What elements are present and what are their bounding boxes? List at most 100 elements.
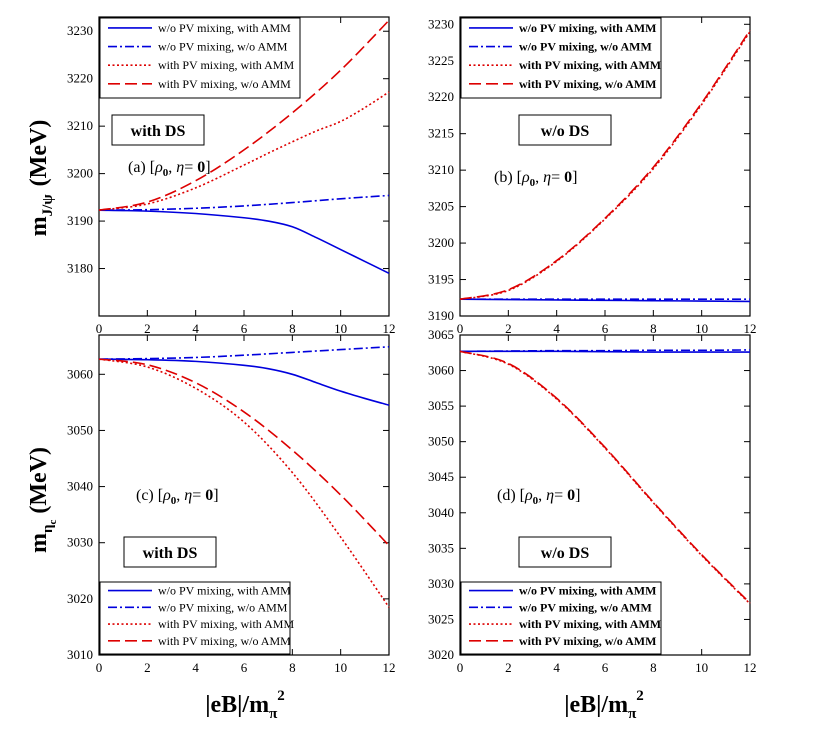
x-tick-label: 0 [96,660,103,675]
condition-box [518,114,612,146]
legend-box [460,581,662,655]
x-tick-label: 2 [505,321,512,336]
y-tick-label: 3220 [428,89,454,104]
y-tick-label: 3050 [428,434,454,449]
condition-label: w/o DS [541,545,590,562]
x-tick-label: 8 [650,660,657,675]
y-tick-label: 3020 [428,647,454,662]
panel-d: 0 2 4 6 8 10 12 3020 3025 3030 3035 3040 3045 3050 305… [428,327,757,675]
legend-box [99,581,291,655]
series-line-1 [459,298,751,303]
x-tick-label: 2 [144,321,151,336]
condition-box [123,536,217,568]
legend-entry: w/o PV mixing, with AMM [158,584,291,598]
x-tick-label: 0 [457,321,464,336]
x-tick-label: 12 [383,660,396,675]
x-tick-label: 12 [383,321,396,336]
series-line-4 [98,358,390,547]
y-tick-label: 3225 [428,53,454,68]
series-line-3 [98,358,390,608]
x-tick-label: 10 [695,660,708,675]
panel-annotation: (b) [ρ0, η= 0] [494,169,577,189]
panel-c: 0 2 4 6 8 10 12 3010 3020 3030 3040 3050 3060 w/o PV … [67,334,396,675]
series-line-1 [460,350,750,353]
ylabel-bottom: mηc(MeV) [26,447,59,553]
y-tick-label: 3025 [428,611,454,626]
x-tick-label: 6 [241,321,248,336]
y-tick-label: 3230 [428,16,454,31]
legend-entry: with PV mixing, w/o AMM [158,634,291,648]
y-tick-label: 3045 [428,469,454,484]
series-line-2 [459,349,751,353]
x-tick-label: 10 [695,321,708,336]
y-tick-label: 3040 [67,479,93,494]
y-tick-label: 3190 [428,308,454,323]
legend-entry: w/o PV mixing, w/o AMM [158,40,288,54]
x-tick-label: 10 [334,660,347,675]
legend-entry: w/o PV mixing, with AMM [519,584,656,598]
y-tick-label: 3220 [67,71,93,86]
y-tick-label: 3060 [428,363,454,378]
x-tick-label: 4 [192,660,199,675]
y-tick-label: 3210 [67,118,93,133]
y-tick-label: 3065 [428,327,454,342]
series-line-2 [98,345,390,360]
panel-a: 0 2 4 6 8 10 12 3180 3190 3200 3210 3220 3230 w/o PV … [67,16,396,336]
legend-entry: with PV mixing, w/o AMM [519,77,656,91]
legend-entry: w/o PV mixing, w/o AMM [519,40,652,54]
y-tick-label: 3030 [67,535,93,550]
condition-label: w/o DS [541,123,590,140]
legend-entry: w/o PV mixing, with AMM [519,21,656,35]
y-tick-label: 3020 [67,591,93,606]
y-tick-label: 3030 [428,576,454,591]
y-tick-label: 3230 [67,23,93,38]
series-line-4 [98,19,390,211]
y-tick-label: 3010 [67,647,93,662]
y-tick-label: 3180 [67,261,93,276]
y-tick-label: 3210 [428,162,454,177]
x-tick-label: 2 [144,660,151,675]
ylabel-top: mJ/ψ(MeV) [26,120,56,237]
panel-annotation: (d) [ρ0, η= 0] [497,487,580,507]
legend-box [99,17,301,99]
xlabel-left: |eB|/mπ2 [205,688,285,722]
panel-annotation: (a) [ρ0, η= 0] [128,159,211,179]
legend-entry: with PV mixing, with AMM [519,617,661,631]
series-line-1 [98,209,390,275]
series-line-3 [459,350,751,605]
y-tick-label: 3190 [67,213,93,228]
x-tick-label: 6 [241,660,248,675]
panel-annotation: (c) [ρ0, η= 0] [136,487,219,507]
y-tick-label: 3035 [428,540,454,555]
legend-entry: w/o PV mixing, w/o AMM [158,600,288,614]
x-tick-label: 8 [289,321,296,336]
x-tick-label: 2 [505,660,512,675]
x-tick-label: 12 [744,660,757,675]
condition-box [111,114,205,146]
legend-entry: with PV mixing, with AMM [158,617,294,631]
series-line-2 [98,194,390,211]
x-tick-label: 0 [96,321,103,336]
x-tick-label: 12 [744,321,757,336]
x-tick-label: 4 [192,321,199,336]
series-line-4 [459,350,751,604]
y-tick-label: 3040 [428,505,454,520]
legend-entry: with PV mixing, with AMM [519,58,661,72]
series-line-4 [459,29,751,301]
y-tick-label: 3195 [428,272,454,287]
panel-b: 0 2 4 6 8 10 12 3190 3195 3200 3205 3210 3215 3220 322… [428,16,757,336]
x-tick-label: 0 [457,660,464,675]
y-tick-label: 3200 [67,166,93,181]
y-tick-label: 3050 [67,422,93,437]
legend-entry: with PV mixing, w/o AMM [519,634,656,648]
y-tick-label: 3055 [428,398,454,413]
y-tick-label: 3215 [428,126,454,141]
condition-label: with DS [143,545,198,562]
xlabel-right: |eB|/mπ2 [564,688,644,722]
y-tick-label: 3205 [428,199,454,214]
x-tick-label: 4 [553,321,560,336]
x-tick-label: 4 [553,660,560,675]
legend-entry: w/o PV mixing, with AMM [158,21,291,35]
legend-entry: w/o PV mixing, w/o AMM [519,600,652,614]
